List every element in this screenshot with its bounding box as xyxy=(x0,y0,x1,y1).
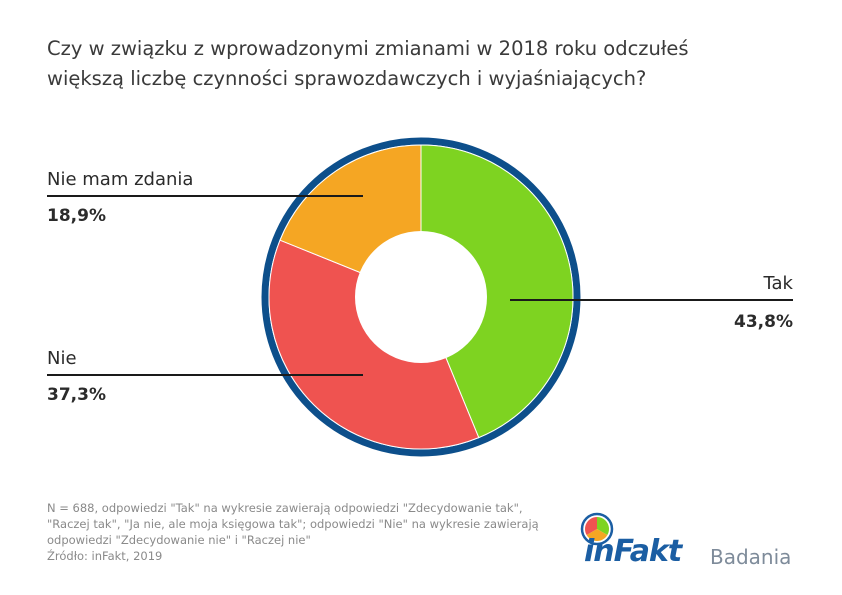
footnote-text: N = 688, odpowiedzi "Tak" na wykresie za… xyxy=(47,501,539,547)
infakt-logo: inFakt Badania xyxy=(578,512,808,572)
chart-title: Czy w związku z wprowadzonymi zmianami w… xyxy=(47,34,807,94)
donut-hole xyxy=(355,231,487,363)
title-line-1: Czy w związku z wprowadzonymi zmianami w… xyxy=(47,37,689,60)
category-label-tak: Tak xyxy=(763,273,794,294)
logo-slice-red xyxy=(585,517,597,535)
logo-slice-green xyxy=(597,517,609,535)
category-label-nie: Nie xyxy=(47,348,77,369)
source-text: Źródło: inFakt, 2019 xyxy=(47,549,163,563)
pie-slice-tak xyxy=(420,144,574,439)
pie-slice-nie xyxy=(268,239,480,450)
category-label-nie-mam-zdania: Nie mam zdania xyxy=(47,169,193,190)
title-line-2: większą liczbę czynności sprawozdawczych… xyxy=(47,67,647,90)
value-label-tak: 43,8% xyxy=(734,312,793,332)
logo-subtitle: Badania xyxy=(710,545,792,569)
logo-wordmark: inFakt xyxy=(584,534,682,569)
outer-ring xyxy=(261,137,581,457)
value-label-nie: 37,3% xyxy=(47,385,106,405)
logo-pie-icon xyxy=(580,512,614,546)
footnote: N = 688, odpowiedzi "Tak" na wykresie za… xyxy=(47,500,547,564)
logo-slice-orange xyxy=(586,529,608,541)
value-label-nie-mam-zdania: 18,9% xyxy=(47,206,106,226)
